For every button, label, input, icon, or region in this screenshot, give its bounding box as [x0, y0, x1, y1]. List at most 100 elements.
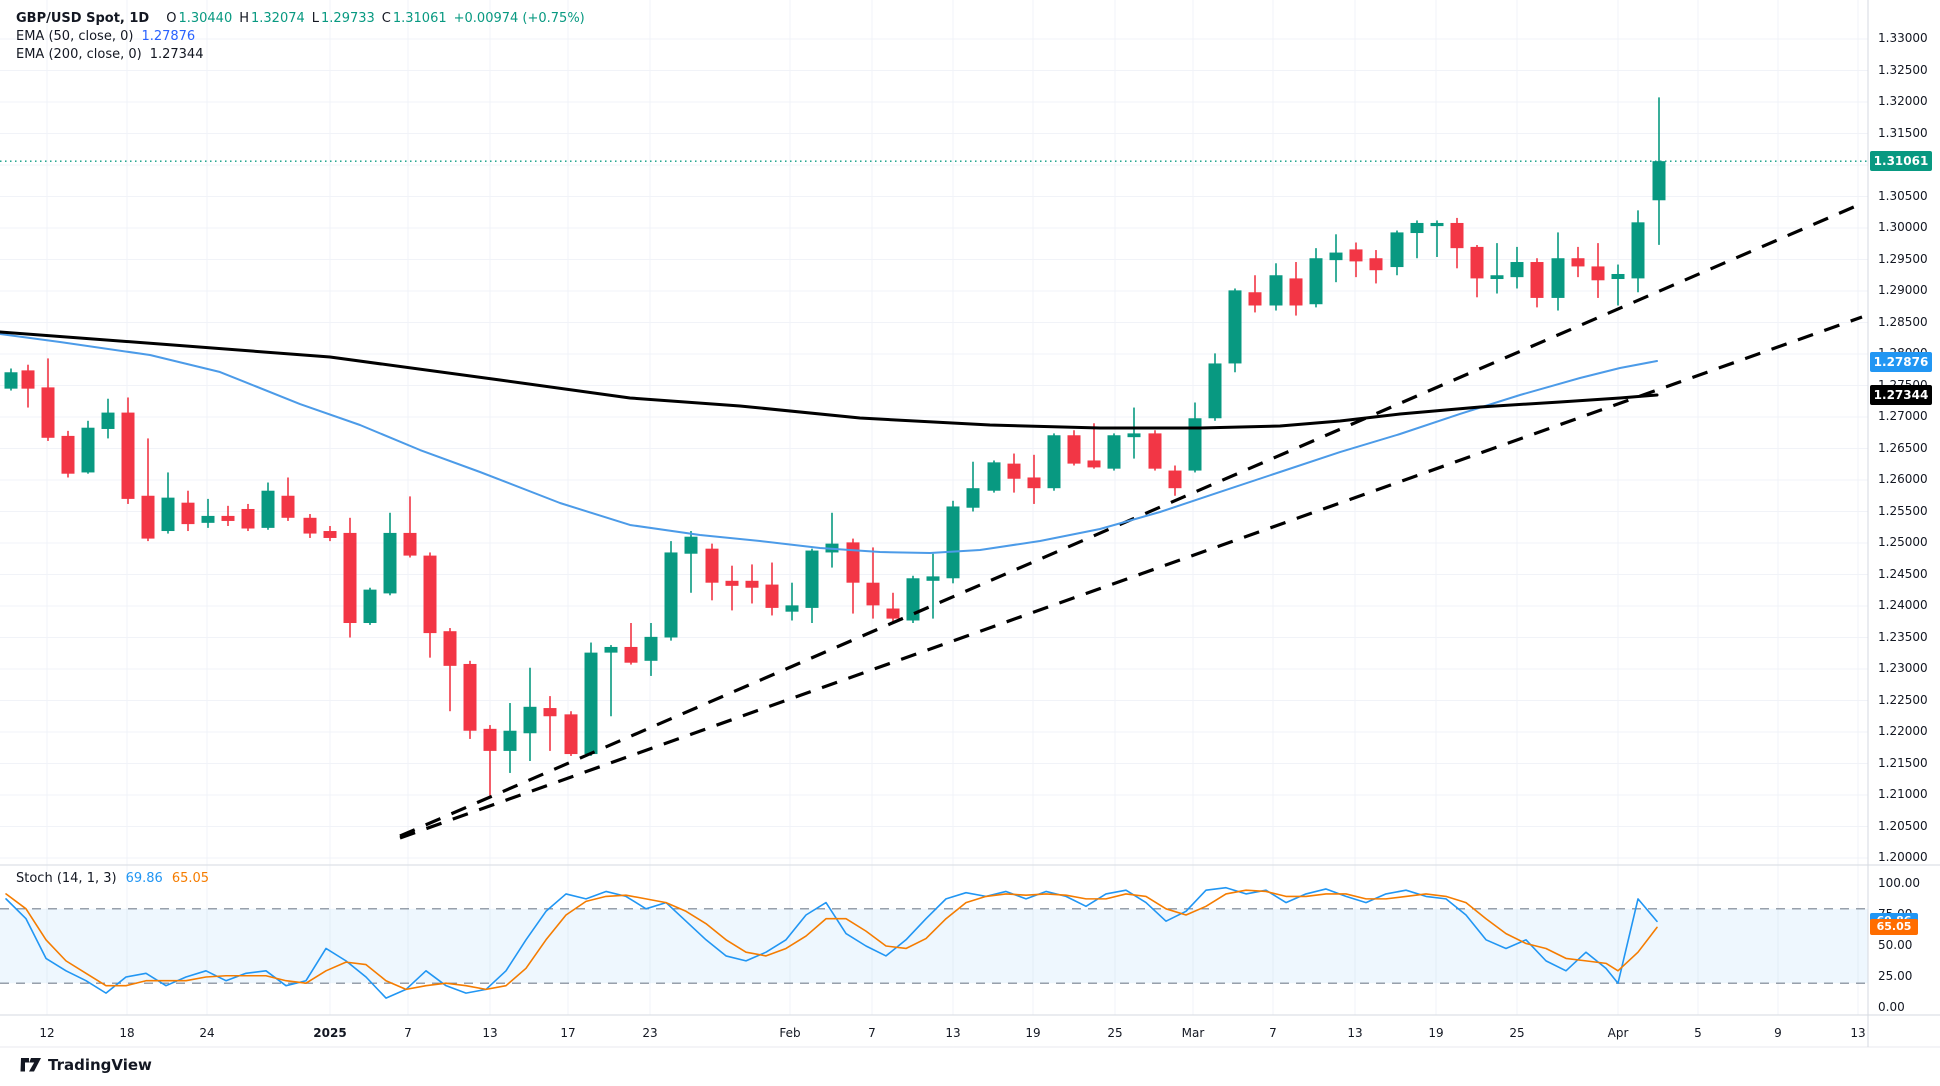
- stoch-axis-label: 100.00: [1878, 876, 1920, 890]
- candle-body: [1248, 292, 1262, 306]
- candle-body: [1450, 222, 1464, 249]
- time-axis-label: 13: [1347, 1026, 1363, 1040]
- candle-body: [101, 412, 115, 429]
- candle-body: [745, 580, 759, 588]
- candle-body: [1369, 258, 1383, 271]
- price-axis-label: 1.31500: [1878, 125, 1928, 140]
- candle-body: [81, 427, 95, 473]
- time-axis-label: Feb: [779, 1026, 801, 1040]
- time-axis-label: 19: [1025, 1026, 1041, 1040]
- candle-body: [463, 663, 477, 731]
- candle-body: [221, 515, 235, 521]
- price-axis-label: 1.24500: [1878, 566, 1928, 581]
- candle-body: [1087, 460, 1101, 468]
- time-axis-label: 7: [868, 1026, 876, 1040]
- trendline-dashed[interactable]: [399, 315, 1863, 840]
- time-axis-label: 12: [39, 1026, 55, 1040]
- low-value: 1.29733: [321, 11, 375, 26]
- candle-body: [584, 652, 598, 755]
- candle-body: [1571, 258, 1585, 267]
- candle-body: [1410, 222, 1424, 234]
- time-axis-label: 19: [1428, 1026, 1444, 1040]
- candle-body: [926, 576, 940, 581]
- price-axis-label: 1.30000: [1878, 220, 1928, 234]
- price-axis-label: 1.20000: [1878, 850, 1928, 864]
- time-axis-label: 7: [1269, 1026, 1277, 1040]
- high-label: H: [239, 11, 249, 26]
- stoch-axis-label: 0.00: [1878, 1000, 1905, 1014]
- candle-body: [241, 508, 255, 529]
- time-axis-label: 9: [1774, 1026, 1782, 1040]
- price-axis-label: 1.24000: [1878, 598, 1928, 612]
- time-axis-label: 13: [482, 1026, 498, 1040]
- candle-body: [966, 488, 980, 508]
- candle-body: [1188, 418, 1202, 471]
- candle-body: [664, 552, 678, 638]
- candle-body: [21, 370, 35, 389]
- price-axis-label: 1.30500: [1878, 188, 1928, 203]
- candle-body: [403, 532, 417, 556]
- time-axis-label: 25: [1509, 1026, 1525, 1040]
- tradingview-logo[interactable]: TradingView: [20, 1056, 152, 1074]
- candle-body: [946, 506, 960, 579]
- candle-body: [1329, 252, 1343, 261]
- candle-body: [1107, 435, 1121, 469]
- time-axis-label: Apr: [1607, 1026, 1629, 1040]
- candle-body: [1611, 273, 1625, 280]
- price-axis-label: 1.26500: [1878, 440, 1928, 455]
- candle-body: [987, 462, 1001, 491]
- candle-body: [1228, 290, 1242, 364]
- ema50-label: EMA (50, close, 0): [16, 29, 134, 44]
- stoch-label: Stoch (14, 1, 3): [16, 871, 117, 886]
- candle-body: [1430, 222, 1444, 227]
- candle-body: [1591, 266, 1605, 281]
- price-badge: 1.27344: [1870, 385, 1932, 406]
- high-value: 1.32074: [251, 11, 305, 26]
- ema50-line[interactable]: [0, 333, 1658, 555]
- symbol-row: GBP/USD Spot, 1D O 1.30440 H 1.32074 L 1.29733…: [16, 10, 585, 27]
- change-value: +0.00974 (+0.75%): [453, 11, 585, 26]
- stoch-d-line[interactable]: [5, 889, 1658, 991]
- close-value: 1.31061: [392, 11, 447, 26]
- candle-body: [1652, 161, 1666, 201]
- candle-body: [1470, 246, 1484, 279]
- candle-body: [1269, 275, 1283, 306]
- time-axis-label: 13: [1850, 1026, 1866, 1040]
- price-badge: 1.31061: [1870, 151, 1932, 172]
- candle-body: [1027, 477, 1041, 489]
- price-axis-label: 1.29500: [1878, 251, 1928, 266]
- candle-body: [523, 706, 537, 734]
- candle-body: [363, 589, 377, 624]
- low-label: L: [311, 11, 320, 26]
- time-axis-label: 5: [1694, 1026, 1702, 1040]
- stoch-axis-label: 50.00: [1878, 938, 1913, 952]
- candle-body: [4, 372, 18, 389]
- price-axis-label: 1.21000: [1878, 787, 1928, 801]
- indicator-stoch-row[interactable]: Stoch (14, 1, 3) 69.86 65.05: [16, 871, 209, 886]
- indicator-ema50-row[interactable]: EMA (50, close, 0) 1.27876: [16, 28, 585, 45]
- ema200-value: 1.27344: [149, 47, 204, 62]
- indicator-ema200-row[interactable]: EMA (200, close, 0) 1.27344: [16, 46, 585, 63]
- candle-body: [1631, 222, 1645, 279]
- ema200-line[interactable]: [0, 330, 1659, 430]
- price-axis-label: 1.32000: [1878, 94, 1928, 108]
- price-axis-label: 1.26000: [1878, 472, 1928, 486]
- candle-body: [483, 728, 497, 751]
- stoch-k-value: 69.86: [125, 871, 163, 886]
- candle-body: [201, 515, 215, 523]
- candle-body: [1309, 258, 1323, 305]
- symbol-title[interactable]: GBP/USD Spot, 1D: [16, 11, 150, 26]
- candle-body: [281, 495, 295, 518]
- price-badge: 1.27876: [1870, 351, 1932, 372]
- price-axis-label: 1.25500: [1878, 503, 1928, 518]
- candle-body: [1390, 232, 1404, 268]
- stoch-badge: 65.05: [1870, 919, 1918, 936]
- candle-body: [1007, 463, 1021, 479]
- price-axis-label: 1.28500: [1878, 314, 1928, 329]
- legend: GBP/USD Spot, 1D O 1.30440 H 1.32074 L 1.29733…: [16, 10, 585, 64]
- open-label: O: [166, 11, 177, 26]
- time-axis-label: 2025: [313, 1026, 347, 1040]
- candle-body: [906, 578, 920, 621]
